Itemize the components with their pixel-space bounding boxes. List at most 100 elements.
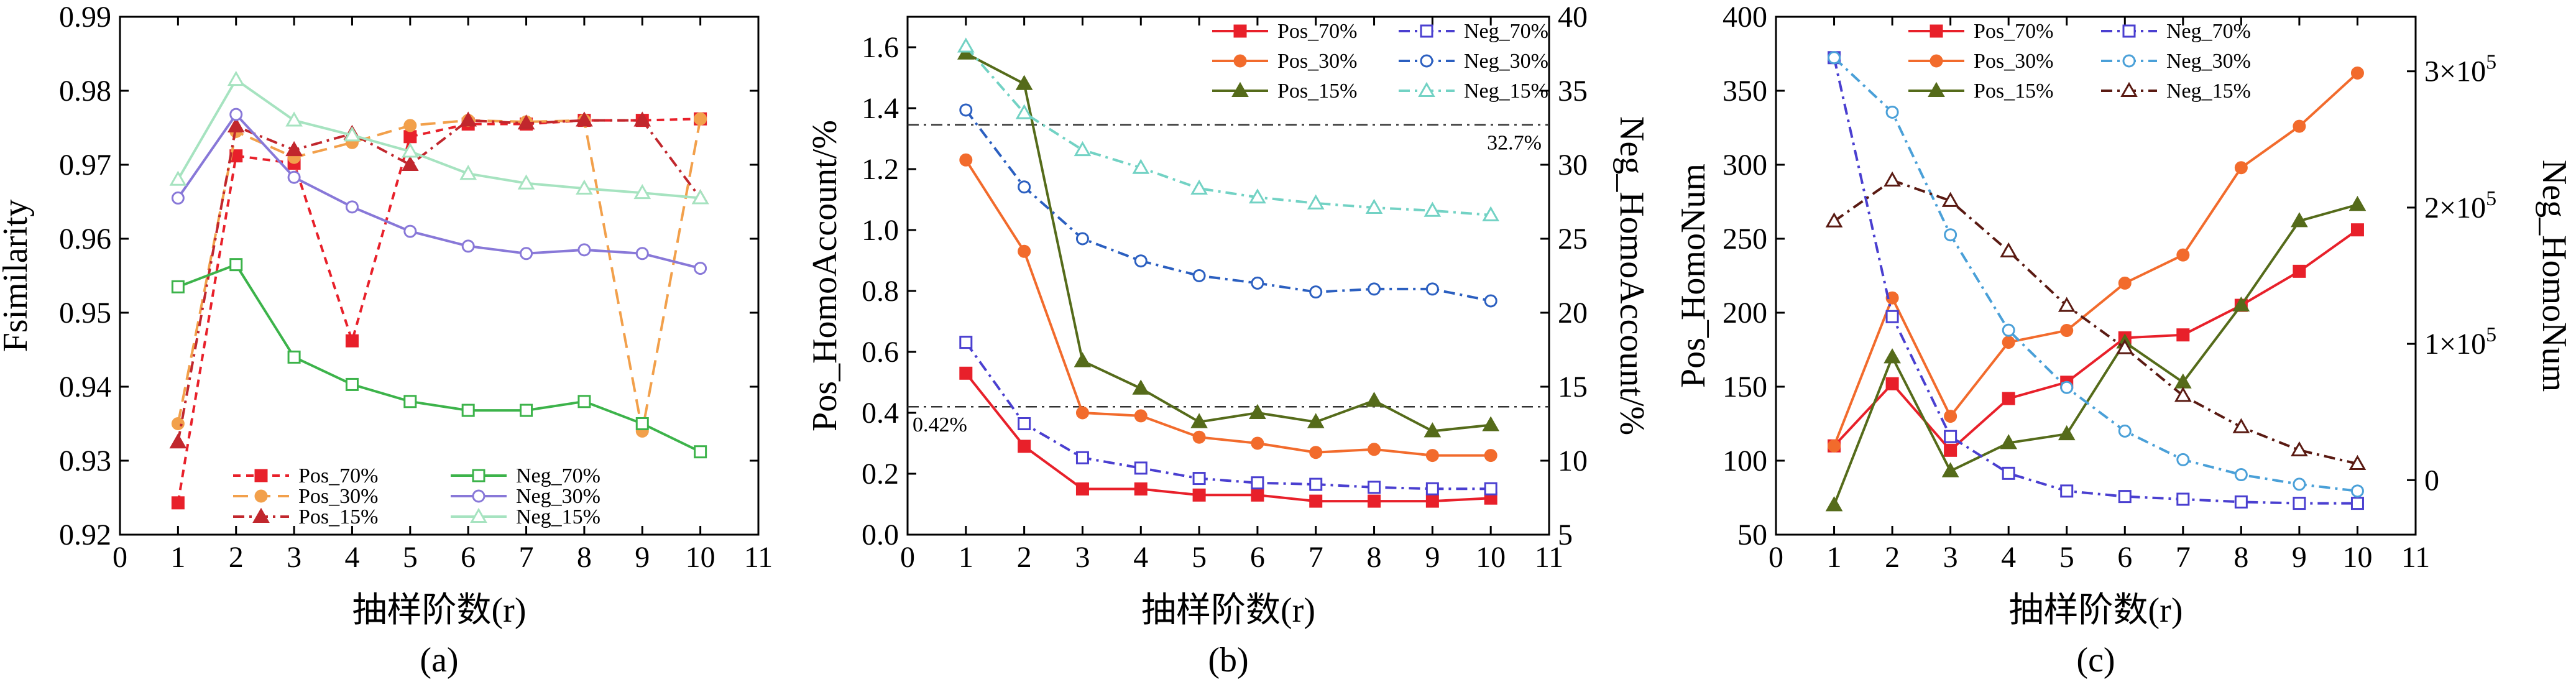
data-point bbox=[2002, 466, 2015, 480]
data-point bbox=[1307, 194, 1325, 210]
tick-exponent: 5 bbox=[2486, 51, 2496, 74]
data-point bbox=[345, 200, 359, 214]
y-right-tick-label: 3×105 bbox=[2424, 51, 2496, 88]
data-point bbox=[285, 111, 303, 127]
x-tick-label: 0 bbox=[900, 541, 915, 574]
data-point bbox=[1825, 496, 1843, 512]
data-point bbox=[1365, 392, 1383, 407]
data-point bbox=[1425, 282, 1439, 296]
x-tick-label: 11 bbox=[2401, 541, 2430, 574]
y-right-tick-label: 5 bbox=[1558, 518, 1573, 551]
data-point bbox=[1018, 417, 1031, 430]
data-point bbox=[2291, 441, 2308, 457]
y-tick-label: 300 bbox=[1723, 149, 1767, 182]
data-point bbox=[229, 108, 243, 121]
data-point bbox=[2232, 418, 2250, 433]
data-point bbox=[694, 262, 707, 275]
data-point bbox=[2118, 424, 2132, 438]
y-tick-label: 1.6 bbox=[862, 31, 899, 64]
legend-label: Pos_70% bbox=[1277, 20, 1357, 43]
series-line bbox=[1833, 57, 2358, 505]
series-neg_30pct bbox=[1828, 51, 2364, 498]
data-point bbox=[2058, 297, 2076, 312]
data-point bbox=[1941, 462, 1959, 477]
series-line bbox=[177, 263, 701, 453]
y-right-axis-title: Neg_HomoNum bbox=[2535, 160, 2574, 392]
y-right-tick-label: 10 bbox=[1558, 445, 1588, 477]
data-point bbox=[1192, 488, 1206, 502]
data-point bbox=[345, 377, 359, 391]
data-point bbox=[691, 189, 709, 205]
x-tick-label: 1 bbox=[170, 541, 185, 574]
data-point bbox=[1884, 348, 1901, 364]
data-point bbox=[2174, 387, 2192, 402]
data-point bbox=[287, 350, 301, 364]
data-point bbox=[2234, 495, 2248, 509]
y-right-axis-title: Neg_HomoAccount/% bbox=[1612, 116, 1651, 435]
data-point bbox=[520, 247, 533, 260]
data-point bbox=[635, 417, 649, 430]
x-tick-label: 7 bbox=[1309, 541, 1323, 574]
y-tick-label: 1.0 bbox=[862, 214, 899, 247]
data-point bbox=[1885, 377, 1899, 390]
legend-label: Neg_15% bbox=[1464, 80, 1548, 103]
legend-marker bbox=[1420, 54, 1433, 68]
legend-marker bbox=[1420, 24, 1433, 38]
y-right-tick-label: 0 bbox=[2424, 464, 2439, 497]
legend-marker bbox=[1930, 54, 1943, 68]
chart-panel-1: 0 1 2 3 4 5 6 7 8 9 10 11 0.92 0.93 0.94 0.95 0.96 0.97 0.… bbox=[0, 1, 773, 680]
data-point bbox=[227, 117, 245, 133]
legend-label: Pos_15% bbox=[298, 505, 378, 528]
x-tick-label: 3 bbox=[287, 541, 301, 574]
y-tick-label: 100 bbox=[1723, 445, 1767, 477]
plot-frame bbox=[1775, 16, 2417, 536]
x-tick-label: 7 bbox=[2176, 541, 2191, 574]
data-point bbox=[517, 174, 535, 190]
data-point bbox=[171, 191, 185, 205]
series-pos_70pct bbox=[1828, 223, 2364, 457]
data-point bbox=[2350, 223, 2364, 237]
data-point bbox=[1015, 104, 1033, 119]
data-point bbox=[1309, 446, 1323, 459]
data-point bbox=[1190, 179, 1208, 195]
data-point bbox=[2350, 497, 2364, 510]
y-tick-label: 0.96 bbox=[59, 223, 111, 256]
data-point bbox=[1368, 443, 1381, 456]
panel-caption: (b) bbox=[1208, 641, 1248, 680]
data-point bbox=[459, 165, 477, 180]
data-point bbox=[2118, 276, 2132, 290]
legend-label: Pos_15% bbox=[1974, 80, 2053, 103]
legend: Pos_70% Neg_70% Pos_30% Neg_30% Pos_15% Neg_1… bbox=[233, 464, 600, 528]
data-point bbox=[1018, 244, 1031, 258]
legend-marker bbox=[472, 489, 485, 503]
data-point bbox=[959, 103, 973, 117]
data-point bbox=[635, 247, 649, 260]
y-right-tick-label: 40 bbox=[1558, 1, 1588, 34]
series-line bbox=[965, 45, 1491, 216]
data-point bbox=[1251, 476, 1264, 490]
data-point bbox=[2000, 242, 2018, 257]
x-tick-label: 1 bbox=[1827, 541, 1842, 574]
data-point bbox=[576, 179, 593, 195]
legend-label: Neg_30% bbox=[2166, 50, 2251, 73]
data-point bbox=[1484, 482, 1497, 495]
x-tick-label: 1 bbox=[959, 541, 973, 574]
x-tick-label: 5 bbox=[1192, 541, 1207, 574]
x-tick-label: 0 bbox=[113, 541, 127, 574]
y-right-tick-label: 20 bbox=[1558, 297, 1588, 329]
legend-marker bbox=[254, 469, 268, 482]
data-point bbox=[1134, 482, 1148, 495]
data-point bbox=[169, 433, 187, 449]
data-point bbox=[1309, 494, 1323, 508]
series-neg_15pct bbox=[1825, 171, 2367, 470]
data-point bbox=[2118, 490, 2132, 504]
x-tick-label: 0 bbox=[1769, 541, 1783, 574]
chart-panel-2: 0 1 2 3 4 5 6 7 8 9 10 11 0.0 0.2 0.4 0.6 0.8 1.0 1.2 1.4 1.… bbox=[806, 1, 1651, 680]
data-point bbox=[169, 170, 187, 186]
data-point bbox=[576, 111, 593, 127]
series-pos_15pct bbox=[1825, 195, 2367, 512]
x-tick-label: 6 bbox=[461, 541, 476, 574]
legend-marker bbox=[2122, 54, 2136, 68]
data-point bbox=[1309, 477, 1323, 491]
